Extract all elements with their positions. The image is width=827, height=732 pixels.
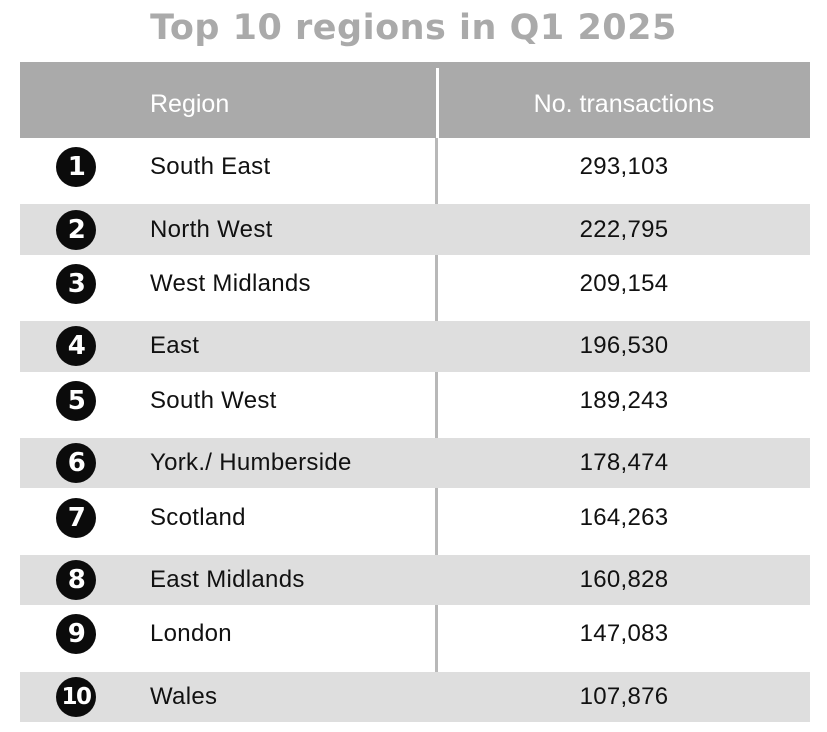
region-name: South East <box>150 153 271 181</box>
table-row: 2 North West 222,795 <box>20 196 810 255</box>
rank-badge: 10 <box>56 676 96 717</box>
region-name: East Midlands <box>150 565 305 593</box>
rank-badge: 2 <box>56 209 96 250</box>
region-name: West Midlands <box>150 269 311 297</box>
column-divider <box>435 138 438 722</box>
chart-title: Top 10 regions in Q1 2025 <box>150 8 677 48</box>
rank-badge: 8 <box>56 559 96 600</box>
rank-badge: 7 <box>56 497 96 538</box>
transaction-count: 196,530 <box>579 332 669 360</box>
region-name: North West <box>150 215 273 243</box>
transaction-count: 164,263 <box>579 503 669 531</box>
table-row: 9 London 147,083 <box>20 605 810 663</box>
row-stripe <box>20 321 810 372</box>
transaction-count: 293,103 <box>579 153 669 181</box>
table-row: 8 East Midlands 160,828 <box>20 547 810 606</box>
transaction-count: 189,243 <box>579 386 669 414</box>
table-row: 6 York./ Humberside 178,474 <box>20 430 810 489</box>
header-divider <box>436 68 439 138</box>
table-row: 10 Wales 107,876 <box>20 664 810 722</box>
row-stripe <box>20 437 810 489</box>
region-name: London <box>150 620 232 648</box>
table-row: 5 South West 189,243 <box>20 372 810 430</box>
transaction-count: 209,154 <box>579 269 669 297</box>
region-name: Scotland <box>150 503 246 531</box>
transaction-count: 147,083 <box>579 620 669 648</box>
table-header: Region No. transactions <box>20 62 810 138</box>
rank-badge: 5 <box>56 380 96 421</box>
transaction-count: 222,795 <box>579 215 669 243</box>
table-row: 3 West Midlands 209,154 <box>20 255 810 313</box>
rankings-table: Region No. transactions 1 South East 293,1… <box>20 62 810 722</box>
row-stripe <box>20 554 810 606</box>
table-row: 1 South East 293,103 <box>20 138 810 196</box>
rank-badge: 3 <box>56 263 96 304</box>
transaction-count: 178,474 <box>579 449 669 477</box>
rank-badge: 1 <box>56 147 96 188</box>
rank-badge: 9 <box>56 614 96 655</box>
region-name: Wales <box>150 682 218 710</box>
table-row: 4 East 196,530 <box>20 313 810 372</box>
region-name: South West <box>150 386 277 414</box>
table-row: 7 Scotland 164,263 <box>20 488 810 546</box>
row-stripe <box>20 204 810 255</box>
transaction-count: 160,828 <box>579 565 669 593</box>
column-header-region: Region <box>150 90 230 118</box>
row-stripe <box>20 671 810 722</box>
region-name: York./ Humberside <box>150 449 352 477</box>
region-name: East <box>150 332 200 360</box>
rank-badge: 6 <box>56 443 96 484</box>
transaction-count: 107,876 <box>579 682 669 710</box>
column-header-transactions: No. transactions <box>533 90 715 118</box>
rank-badge: 4 <box>56 326 96 367</box>
table-body: 1 South East 293,103 2 North West 222,795 3 Wes… <box>20 138 810 722</box>
